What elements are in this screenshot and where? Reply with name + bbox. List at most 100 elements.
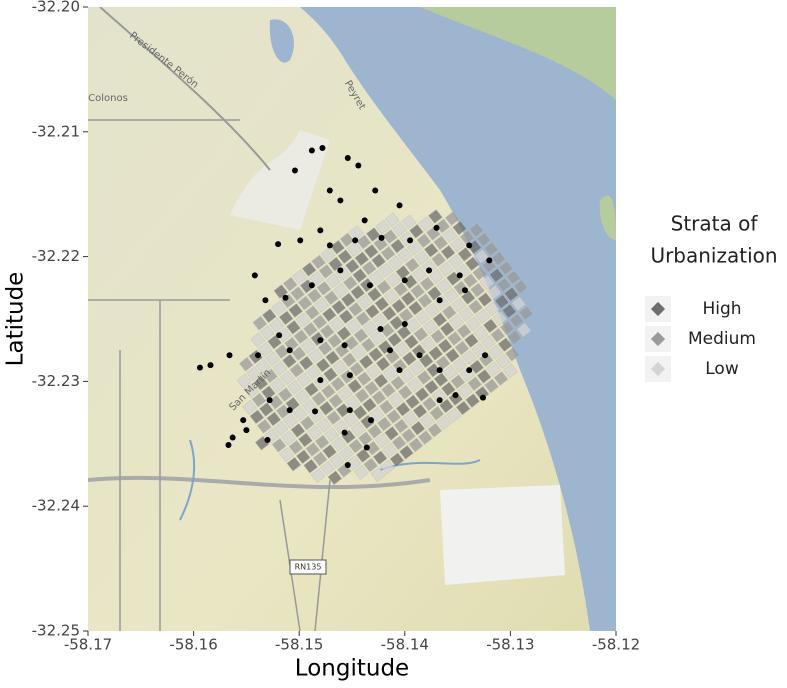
urban-block: [292, 406, 308, 421]
urban-block: [354, 388, 370, 403]
urban-block: [320, 247, 336, 262]
urban-block: [427, 285, 442, 301]
urban-block: [421, 259, 437, 275]
urban-block: [256, 418, 272, 434]
urban-block: [271, 437, 287, 453]
urban-block: [284, 336, 299, 352]
urban-block: [350, 421, 366, 437]
urban-block: [281, 430, 296, 446]
x-tick-label: -58.13: [486, 636, 534, 654]
road: [88, 475, 431, 490]
urban-block: [428, 345, 444, 361]
urban-block: [407, 377, 423, 393]
urban-block: [408, 437, 424, 453]
urban-block: [266, 411, 282, 427]
point: [286, 347, 293, 354]
urban-block: [395, 401, 411, 417]
urban-block: [355, 311, 371, 327]
point: [319, 145, 326, 152]
urban-block: [439, 321, 455, 337]
urban-block: [361, 260, 377, 276]
urban-block: [516, 322, 532, 338]
urban-block: [484, 378, 499, 394]
urban-block: [294, 389, 310, 405]
urban-block: [392, 221, 407, 237]
urban-block: [339, 232, 355, 248]
urban-block: [332, 359, 348, 375]
y-tick-label: -32.23: [32, 372, 80, 390]
urban-block: [424, 379, 439, 395]
urban-block: [236, 373, 252, 389]
urban-block: [403, 411, 418, 426]
x-tick-label: -58.16: [169, 636, 217, 654]
point: [264, 437, 271, 444]
urban-block: [242, 400, 257, 415]
point: [337, 197, 344, 204]
urban-block: [314, 434, 330, 450]
urban-block: [267, 334, 282, 350]
urban-block: [318, 400, 334, 416]
urban-block: [429, 405, 445, 421]
urban-block: [454, 340, 470, 356]
urban-block: [384, 212, 400, 228]
urban-block: [328, 393, 344, 409]
urban-block: [397, 384, 413, 400]
point: [378, 234, 385, 241]
urban-block: [322, 444, 337, 459]
urban-block: [376, 279, 392, 295]
urban-block: [342, 275, 358, 291]
urban-block: [472, 265, 488, 281]
urban-block: [279, 370, 295, 386]
urban-block: [365, 227, 381, 242]
urban-block: [414, 250, 430, 265]
urban-block: [324, 427, 340, 442]
x-tick-label: -58.17: [64, 636, 112, 654]
y-tick-label: -32.25: [32, 622, 80, 640]
urban-block: [320, 460, 335, 476]
point: [275, 241, 282, 248]
urban-block: [446, 408, 462, 423]
urban-block: [278, 310, 294, 326]
urban-block: [412, 267, 428, 282]
urban-block: [382, 442, 397, 458]
point: [482, 352, 489, 359]
urban-block: [362, 397, 377, 413]
urban-block: [456, 323, 472, 339]
urban-block: [304, 382, 319, 397]
urban-block: [393, 281, 409, 297]
urban-block: [326, 273, 341, 289]
urban-block: [329, 453, 345, 469]
urban-block: [374, 433, 390, 449]
urban-block: [288, 303, 303, 318]
urban-block: [252, 315, 268, 331]
urban-block: [416, 370, 432, 385]
urban-block: [388, 255, 403, 271]
urban-block: [437, 338, 453, 354]
urban-block: [461, 350, 477, 365]
urban-block: [296, 372, 312, 388]
urban-block: [363, 243, 379, 259]
urban-block: [307, 425, 323, 440]
urban-block: [348, 438, 364, 454]
urban-block: [404, 257, 420, 273]
urban-block: [378, 262, 394, 278]
point: [344, 155, 351, 162]
point: [387, 347, 394, 354]
legend-key: [650, 331, 666, 347]
stream: [179, 439, 196, 521]
urban-block: [282, 353, 297, 369]
urban-block: [317, 340, 333, 356]
urban-block: [491, 251, 506, 266]
urban-block: [371, 253, 387, 269]
urban-block: [316, 417, 332, 433]
urban-block: [494, 294, 510, 309]
urban-block: [312, 451, 328, 467]
urban-block: [314, 297, 330, 313]
urban-block: [305, 305, 320, 320]
urban-block: [282, 276, 298, 292]
urban-block: [455, 400, 471, 416]
urban-block: [259, 325, 275, 341]
urban-block: [414, 387, 430, 402]
urban-block: [333, 283, 349, 298]
urban-block: [432, 312, 448, 327]
